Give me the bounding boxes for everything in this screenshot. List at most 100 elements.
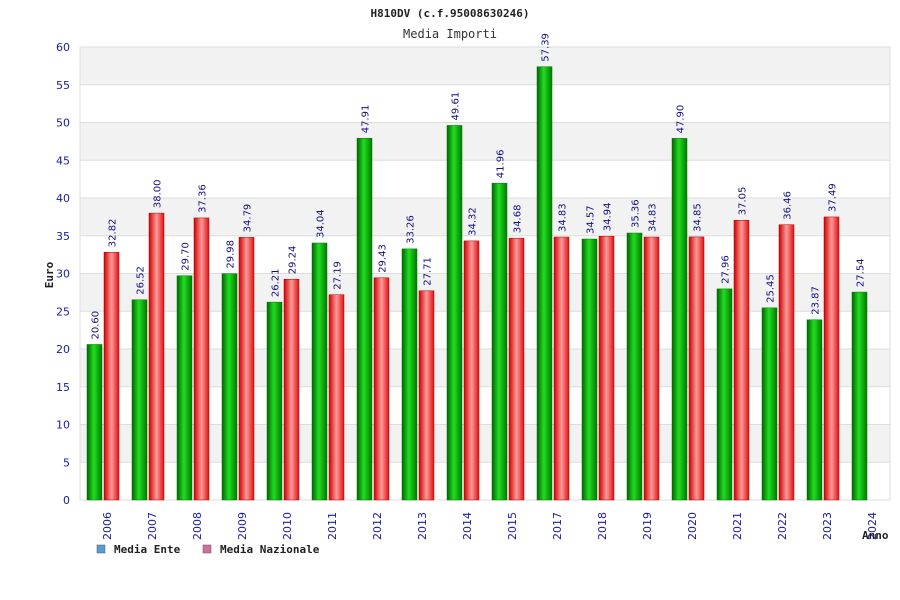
- legend: Media Ente Media Nazionale: [96, 543, 320, 556]
- bar-media-ente: [851, 291, 868, 501]
- bar-media-ente: [86, 344, 103, 501]
- value-label-media-ente: 29.70: [181, 242, 192, 271]
- grid-band: [80, 235, 890, 274]
- legend-swatch-media-nazionale: [202, 544, 212, 554]
- value-label-media-ente: 57.39: [541, 33, 552, 62]
- y-tick-label: 40: [56, 192, 70, 205]
- bar-media-nazionale: [463, 240, 480, 501]
- x-tick-label: 2007: [146, 512, 159, 540]
- value-label-media-ente: 33.26: [406, 215, 417, 244]
- bar-media-nazionale: [553, 236, 570, 501]
- y-axis-label: Euro: [43, 261, 56, 288]
- value-label-media-ente: 41.96: [496, 150, 507, 179]
- y-tick-label: 0: [63, 494, 70, 507]
- value-label-media-ente: 25.45: [766, 274, 777, 303]
- value-label-media-ente: 20.60: [91, 311, 102, 340]
- value-label-media-nazionale: 27.71: [423, 257, 434, 286]
- bar-media-ente: [446, 125, 463, 501]
- bar-media-nazionale: [643, 236, 660, 501]
- x-tick-label: 2014: [461, 512, 474, 540]
- value-label-media-ente: 26.21: [271, 268, 282, 297]
- y-tick-label: 25: [56, 305, 70, 318]
- value-label-media-nazionale: 29.24: [288, 246, 299, 275]
- bar-media-nazionale: [148, 212, 165, 501]
- bar-media-nazionale: [823, 216, 840, 501]
- bars: [86, 66, 868, 501]
- y-tick-label: 20: [56, 343, 70, 356]
- y-tick-label: 5: [63, 456, 70, 469]
- x-tick-label: 2024: [866, 512, 879, 540]
- value-label-media-nazionale: 27.19: [333, 261, 344, 290]
- grid-band: [80, 311, 890, 349]
- value-label-media-ente: 47.91: [361, 105, 372, 134]
- value-label-media-nazionale: 29.43: [378, 244, 389, 273]
- x-tick-label: 2009: [236, 512, 249, 540]
- bar-media-nazionale: [103, 251, 120, 501]
- value-label-media-ente: 27.54: [856, 258, 867, 287]
- value-label-media-nazionale: 34.68: [513, 205, 524, 234]
- value-label-media-nazionale: 34.79: [243, 204, 254, 233]
- grid-band: [80, 198, 890, 236]
- bar-media-ente: [401, 248, 418, 501]
- value-label-media-ente: 27.96: [721, 255, 732, 284]
- grid-band: [80, 122, 890, 161]
- y-tick-label: 10: [56, 419, 70, 432]
- bar-media-ente: [581, 238, 598, 501]
- value-label-media-ente: 26.52: [136, 266, 147, 295]
- x-tick-label: 2022: [776, 512, 789, 540]
- y-tick-label: 45: [56, 154, 70, 167]
- bar-media-ente: [716, 288, 733, 501]
- x-tick-label: 2017: [551, 512, 564, 540]
- bar-media-nazionale: [508, 237, 525, 501]
- y-tick-label: 30: [56, 268, 70, 281]
- bar-media-nazionale: [238, 237, 255, 501]
- grid-band: [80, 424, 890, 463]
- value-labels: 20.60 32.82 26.52 38.00 29.70 37.36 29.98 34.79…: [91, 33, 867, 339]
- value-label-media-nazionale: 34.32: [468, 207, 479, 236]
- value-label-media-nazionale: 34.94: [603, 203, 614, 232]
- value-label-media-nazionale: 38.00: [153, 179, 164, 208]
- bar-media-ente: [356, 138, 373, 501]
- y-tick-label: 60: [56, 41, 70, 54]
- bar-media-ente: [311, 242, 328, 501]
- value-label-media-nazionale: 37.36: [198, 184, 209, 213]
- bar-media-nazionale: [598, 235, 615, 501]
- bar-media-ente: [671, 138, 688, 501]
- value-label-media-ente: 34.57: [586, 205, 597, 234]
- bar-media-ente: [176, 275, 193, 501]
- bar-media-ente: [761, 307, 778, 501]
- x-tick-label: 2008: [191, 512, 204, 540]
- x-tick-label: 2021: [731, 512, 744, 540]
- chart-subtitle: Media Importi: [403, 27, 497, 41]
- legend-label-media-ente: Media Ente: [114, 543, 181, 556]
- bar-media-ente: [131, 299, 148, 501]
- value-label-media-nazionale: 34.85: [693, 203, 704, 232]
- bar-media-ente: [626, 232, 643, 501]
- grid-band: [80, 84, 890, 123]
- grid-band: [80, 160, 890, 198]
- x-tick-label: 2019: [641, 512, 654, 540]
- legend-swatch-media-ente: [96, 544, 106, 554]
- value-label-media-ente: 23.87: [811, 286, 822, 315]
- value-label-media-nazionale: 37.05: [738, 187, 749, 216]
- grid-band: [80, 47, 890, 85]
- value-label-media-ente: 49.61: [451, 92, 462, 121]
- bar-media-ente: [221, 273, 238, 501]
- value-label-media-ente: 47.90: [676, 105, 687, 134]
- y-tick-label: 15: [56, 381, 70, 394]
- x-tick-label: 2015: [506, 512, 519, 540]
- bar-media-ente: [806, 319, 823, 501]
- value-label-media-nazionale: 36.46: [783, 191, 794, 220]
- legend-label-media-nazionale: Media Nazionale: [220, 543, 320, 556]
- x-tick-label: 2010: [281, 512, 294, 540]
- y-tick-label: 50: [56, 117, 70, 130]
- bar-media-ente: [536, 66, 553, 501]
- grid-band: [80, 349, 890, 387]
- x-tick-label: 2023: [821, 512, 834, 540]
- grid-band: [80, 386, 890, 425]
- x-tick-label: 2020: [686, 512, 699, 540]
- x-axis-label: Anno: [862, 529, 889, 542]
- bar-media-nazionale: [733, 220, 750, 501]
